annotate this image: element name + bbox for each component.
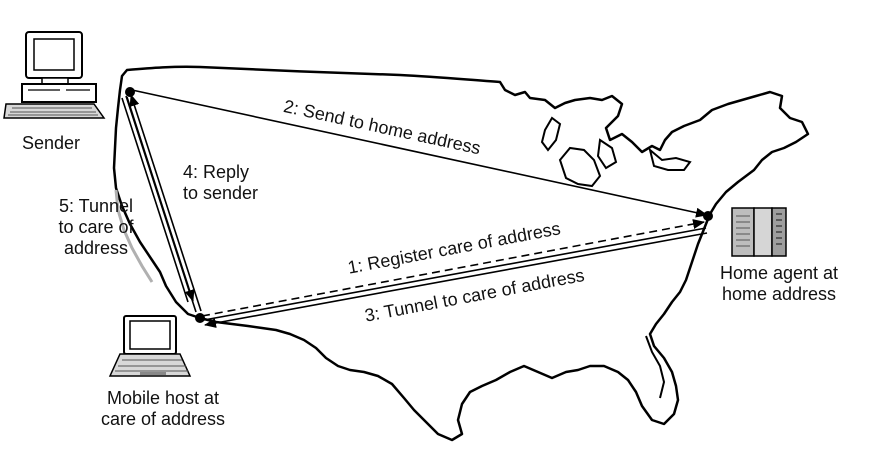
- florida-outline: [645, 335, 666, 399]
- mobile-host-label-line-2: care of address: [100, 409, 226, 429]
- great-lakes-outline: [540, 116, 692, 171]
- step-4-label-line-2: to sender: [183, 183, 259, 203]
- server-rack-icon: [731, 207, 787, 257]
- mobile-host-label-line-1: Mobile host at: [106, 388, 220, 408]
- arrow-tunnel-to-care-of-address-b: [204, 232, 708, 328]
- home-agent-label: Home agent at home address: [704, 263, 854, 305]
- sender-label: Sender: [22, 133, 81, 153]
- arrow-tunnel-to-care-of-address-a: [203, 227, 707, 321]
- home-agent-label-line-1: Home agent at: [719, 263, 839, 283]
- michigan-outline: [558, 146, 602, 188]
- arrow-send-to-home: [131, 89, 708, 218]
- step-5-label: 5: Tunnel to care of address: [42, 196, 150, 259]
- step-4-label-line-1: 4: Reply: [183, 162, 250, 182]
- sender-node-dot: [125, 87, 135, 97]
- desktop-computer-icon: [3, 31, 106, 119]
- home-agent-label-line-2: home address: [721, 284, 837, 304]
- mobile-host-label: Mobile host at care of address: [88, 388, 238, 430]
- arrow-reply-to-sender-b: [129, 94, 202, 312]
- step-5-label-line-2: to care of: [58, 217, 134, 237]
- arrow-register-care-of-address: [201, 219, 705, 317]
- home-agent-node-dot: [703, 211, 713, 221]
- arrow-tunnel-back-a: [121, 97, 189, 303]
- laptop-icon: [108, 315, 192, 377]
- step-4-label: 4: Reply to sender: [183, 162, 258, 204]
- coast-gray-segment: [114, 189, 154, 283]
- us-map-outline: [112, 65, 810, 442]
- step-5-label-line-3: address: [63, 238, 129, 258]
- step-5-label-line-1: 5: Tunnel: [58, 196, 134, 216]
- mobile-host-node-dot: [195, 313, 205, 323]
- arrow-tunnel-back-b: [126, 96, 195, 302]
